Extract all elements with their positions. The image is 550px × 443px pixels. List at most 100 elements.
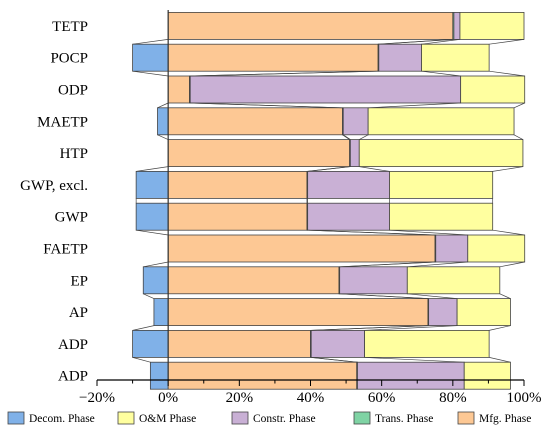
bar-segment-constr	[189, 75, 462, 104]
category-label: GWP, excl.	[20, 178, 88, 194]
category-label: AP	[69, 305, 88, 321]
legend-swatch	[7, 411, 25, 425]
bar-segment-mfg	[167, 11, 454, 40]
category-label: MAETP	[37, 114, 88, 130]
bar-segment-constr	[310, 329, 365, 358]
connector-line	[190, 70, 379, 77]
bar-segment-mfg	[167, 266, 340, 295]
bar-segment-mfg	[167, 107, 343, 136]
bar-segment-constr	[378, 43, 422, 72]
bar-segment-mfg	[167, 234, 436, 263]
bar-segment-mfg	[167, 75, 190, 104]
bar-segment-constr	[453, 11, 461, 40]
connector-line	[499, 261, 525, 268]
connector-line	[364, 325, 458, 331]
bar-segment-om	[456, 298, 511, 327]
connector-line	[489, 357, 511, 363]
connector-line	[513, 102, 525, 109]
bar-segment-mfg	[167, 361, 358, 390]
legend-label: Trans. Phase	[375, 413, 433, 425]
connector-line	[389, 229, 468, 236]
connector-line	[339, 261, 436, 268]
bar-segment-decom	[149, 361, 169, 390]
bar-segment-constr	[357, 361, 465, 390]
connector-line	[359, 166, 390, 172]
connector-line	[307, 166, 351, 172]
category-label: EP	[70, 273, 88, 289]
bar-segment-om	[406, 266, 501, 295]
x-tick-label: 40%	[297, 390, 325, 406]
connector-line	[364, 357, 465, 363]
bar-segment-constr	[307, 170, 390, 199]
bars-layer	[132, 11, 526, 390]
bar-segment-om	[460, 75, 526, 104]
bar-segment-om	[389, 170, 494, 199]
connector-line	[359, 134, 369, 140]
x-tick-label: 100%	[507, 390, 542, 406]
bar-segment-om	[367, 107, 515, 136]
connector-line	[421, 39, 460, 45]
bar-segment-mfg	[167, 298, 429, 327]
connector-line	[190, 102, 344, 109]
category-label: ADP	[58, 369, 88, 385]
connector-line	[136, 166, 169, 172]
category-label: ODP	[58, 83, 88, 99]
legend-swatch	[457, 411, 475, 425]
connector-line	[489, 325, 511, 331]
x-tick-label: 80%	[439, 390, 467, 406]
bar-segment-decom	[135, 170, 169, 199]
bar-segment-om	[364, 329, 490, 358]
category-label: POCP	[50, 51, 88, 67]
legend-label: Decom. Phase	[29, 413, 95, 425]
connector-line	[489, 70, 525, 77]
bar-segment-decom	[135, 202, 169, 231]
bar-segment-om	[459, 11, 525, 40]
legend: Decom. Phase O&M Phase Constr. Phase Trans.…	[7, 411, 531, 425]
legend-swatch	[353, 411, 371, 425]
connector-line	[492, 229, 525, 236]
x-tick-label: 0%	[158, 390, 178, 406]
bar-segment-mfg	[167, 139, 351, 168]
connector-line	[489, 39, 525, 45]
connector-line	[307, 229, 436, 236]
bar-segment-om	[358, 139, 524, 168]
category-label: TETP	[52, 19, 88, 35]
legend-swatch	[117, 411, 135, 425]
connector-line	[157, 102, 169, 109]
bar-segment-mfg	[167, 202, 308, 231]
connector-line	[378, 39, 454, 45]
bar-segment-mfg	[167, 170, 308, 199]
bar-segment-constr	[428, 298, 458, 327]
bar-segment-constr	[349, 139, 360, 168]
connector-line	[343, 134, 351, 140]
category-label: HTP	[60, 146, 88, 162]
bar-segment-om	[463, 361, 511, 390]
connector-line	[311, 357, 358, 363]
bar-segment-om	[389, 202, 494, 231]
connector-line	[157, 134, 169, 140]
legend-label: O&M Phase	[139, 413, 196, 425]
category-label: ADP	[58, 337, 88, 353]
connector-line	[368, 102, 461, 109]
legend-label: Mfg. Phase	[479, 413, 531, 425]
bar-segment-decom	[153, 298, 169, 327]
connector-line	[136, 229, 169, 236]
x-tick-label: 20%	[226, 390, 254, 406]
bar-segment-decom	[142, 266, 169, 295]
bar-segment-constr	[435, 234, 469, 263]
bar-segment-mfg	[167, 329, 311, 358]
bar-segment-constr	[342, 107, 369, 136]
legend-swatch	[231, 411, 249, 425]
connector-line	[143, 293, 155, 299]
bar-segment-constr	[307, 202, 390, 231]
connector-line	[339, 293, 429, 299]
category-labels: TETP POCP ODP MAETP HTP GWP, excl. GWP FAETP EP A…	[20, 19, 88, 385]
connector-line	[407, 261, 468, 268]
bar-segment-om	[467, 234, 526, 263]
connector-line	[132, 70, 169, 77]
connector-line	[143, 261, 169, 268]
connector-line	[421, 70, 461, 77]
category-label: GWP	[55, 210, 88, 226]
connector-line	[132, 39, 169, 45]
